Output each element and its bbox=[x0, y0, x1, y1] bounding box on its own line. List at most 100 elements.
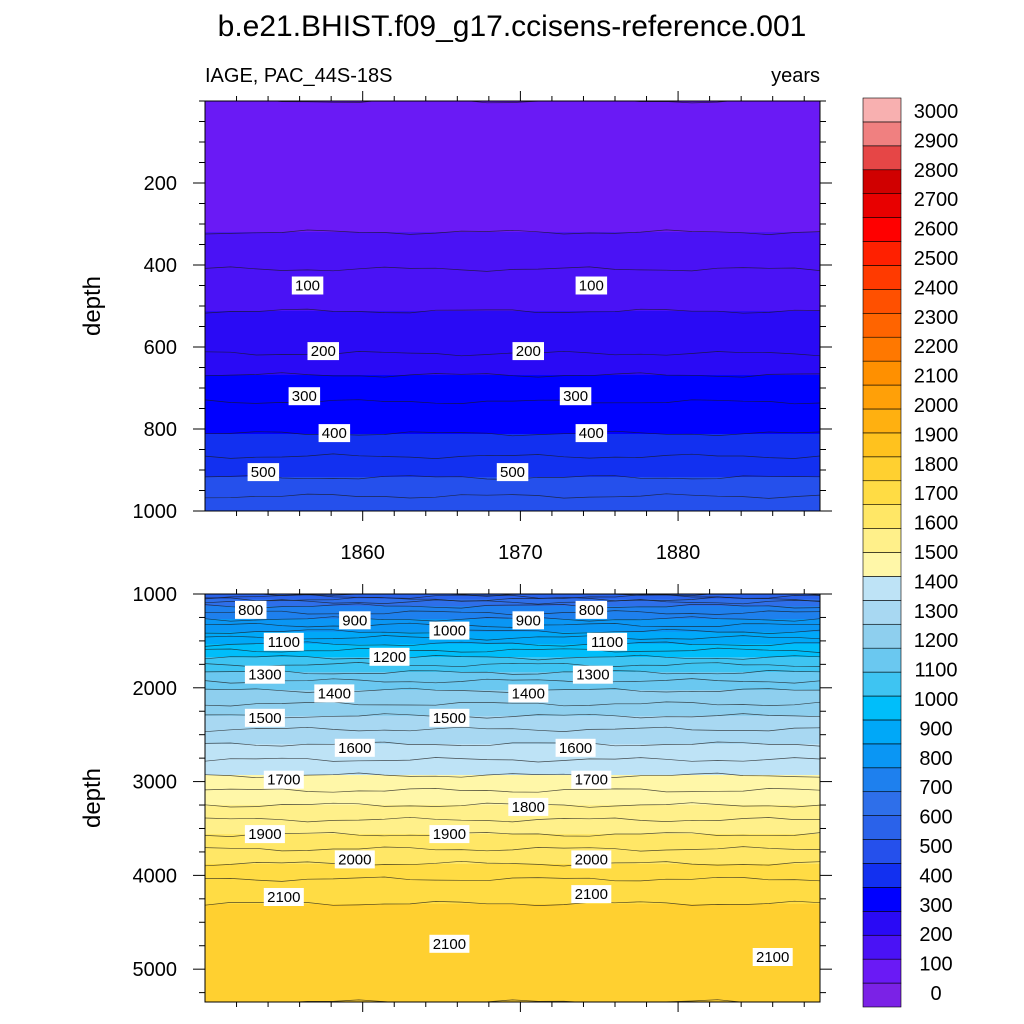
filled-contour-strip bbox=[205, 387, 820, 389]
top-contour-labels: 100 100 200 200 300 300 400 400 500 500 bbox=[247, 276, 608, 482]
filled-contour-strip bbox=[205, 921, 820, 923]
filled-contour-strip bbox=[205, 662, 820, 664]
colorbar-box bbox=[862, 241, 902, 266]
filled-contour-strip bbox=[205, 631, 820, 633]
filled-contour-strip bbox=[205, 895, 820, 897]
filled-contour-strip bbox=[205, 214, 820, 216]
filled-contour-strip bbox=[205, 440, 820, 442]
filled-contour-strip bbox=[205, 987, 820, 989]
filled-contour-strip bbox=[205, 206, 820, 208]
filled-contour-strip bbox=[205, 960, 820, 962]
filled-contour-strip bbox=[205, 264, 820, 266]
filled-contour-strip bbox=[205, 157, 820, 159]
filled-contour-strip bbox=[205, 141, 820, 143]
filled-contour-strip bbox=[205, 909, 820, 911]
filled-contour-strip bbox=[205, 110, 820, 112]
filled-contour-strip bbox=[205, 210, 820, 212]
contour-label-box bbox=[235, 600, 267, 619]
colorbar-label: 500 bbox=[919, 836, 952, 858]
colorbar-label: 300 bbox=[919, 895, 952, 917]
filled-contour-strip bbox=[205, 291, 820, 293]
contour-line bbox=[205, 860, 820, 867]
filled-contour-strip bbox=[205, 419, 820, 421]
filled-contour-strip bbox=[205, 751, 820, 753]
filled-contour-strip bbox=[205, 744, 820, 746]
filled-contour-strip bbox=[205, 651, 820, 653]
filled-contour-strip bbox=[205, 965, 820, 967]
filled-contour-strip bbox=[205, 288, 820, 290]
filled-contour-strip bbox=[205, 226, 820, 228]
colorbar-box bbox=[862, 193, 902, 218]
filled-contour-strip bbox=[205, 916, 820, 918]
filled-contour-strip bbox=[205, 446, 820, 448]
contour-label-box bbox=[429, 621, 470, 640]
filled-contour-strip bbox=[205, 844, 820, 846]
filled-contour-strip bbox=[205, 923, 820, 925]
filled-contour-strip bbox=[205, 496, 820, 498]
filled-contour-strip bbox=[205, 934, 820, 936]
filled-contour-strip bbox=[205, 294, 820, 296]
filled-contour-strip bbox=[205, 311, 820, 313]
filled-contour-strip bbox=[205, 850, 820, 852]
filled-contour-strip bbox=[205, 114, 820, 116]
colorbar-box bbox=[862, 456, 902, 482]
filled-contour-strip bbox=[205, 938, 820, 940]
filled-contour-strip bbox=[205, 323, 820, 325]
filled-contour-strip bbox=[205, 708, 820, 710]
top-right-string: years bbox=[771, 65, 820, 87]
filled-contour-strip bbox=[205, 261, 820, 263]
filled-contour-strip bbox=[205, 408, 820, 410]
contour-label: 2000 bbox=[338, 851, 371, 868]
filled-contour-strip bbox=[205, 272, 820, 274]
filled-contour-strip bbox=[205, 640, 820, 642]
filled-contour-strip bbox=[205, 462, 820, 464]
filled-contour-strip bbox=[205, 940, 820, 942]
filled-contour-strip bbox=[205, 258, 820, 260]
colorbar-box bbox=[862, 145, 902, 171]
y-tick-label: 4000 bbox=[133, 865, 178, 887]
filled-contour-strip bbox=[205, 669, 820, 671]
contour-line bbox=[205, 713, 820, 719]
filled-contour-strip bbox=[205, 150, 820, 152]
filled-contour-strip bbox=[205, 1000, 820, 1002]
filled-contour-strip bbox=[205, 308, 820, 310]
filled-contour-strip bbox=[205, 105, 820, 107]
filled-contour-strip bbox=[205, 605, 820, 607]
filled-contour-strip bbox=[205, 307, 820, 309]
filled-contour-strip bbox=[205, 194, 820, 196]
filled-contour-strip bbox=[205, 877, 820, 879]
filled-contour-strip bbox=[205, 905, 820, 907]
filled-contour-strip bbox=[205, 394, 820, 396]
y-tick-label: 800 bbox=[144, 419, 177, 441]
filled-contour-strip bbox=[205, 973, 820, 975]
filled-contour-strip bbox=[205, 104, 820, 106]
filled-contour-strip bbox=[205, 250, 820, 252]
filled-contour-strip bbox=[205, 646, 820, 648]
filled-contour-strip bbox=[205, 882, 820, 884]
filled-contour-strip bbox=[205, 139, 820, 141]
filled-contour-strip bbox=[205, 130, 820, 132]
filled-contour-strip bbox=[205, 508, 820, 510]
filled-contour-strip bbox=[205, 792, 820, 794]
bottom-y-axis-label: depth bbox=[79, 768, 106, 828]
filled-contour-strip bbox=[205, 886, 820, 888]
contour-label: 100 bbox=[295, 278, 320, 295]
filled-contour-strip bbox=[205, 989, 820, 991]
filled-contour-strip bbox=[205, 941, 820, 943]
filled-contour-strip bbox=[205, 753, 820, 755]
contour-label: 200 bbox=[516, 343, 541, 360]
filled-contour-strip bbox=[205, 280, 820, 282]
contour-label-box bbox=[571, 770, 612, 789]
filled-contour-strip bbox=[205, 629, 820, 631]
filled-contour-strip bbox=[205, 324, 820, 326]
contour-line bbox=[205, 308, 820, 314]
contour-label: 1700 bbox=[267, 772, 300, 789]
filled-contour-strip bbox=[205, 362, 820, 364]
colorbar-label: 1700 bbox=[914, 483, 959, 505]
filled-contour-strip bbox=[205, 682, 820, 684]
colorbar-label: 0 bbox=[930, 983, 941, 1005]
filled-contour-strip bbox=[205, 980, 820, 982]
contour-label-box bbox=[429, 825, 470, 844]
contour-line bbox=[205, 372, 820, 378]
contour-label: 1100 bbox=[268, 634, 300, 651]
